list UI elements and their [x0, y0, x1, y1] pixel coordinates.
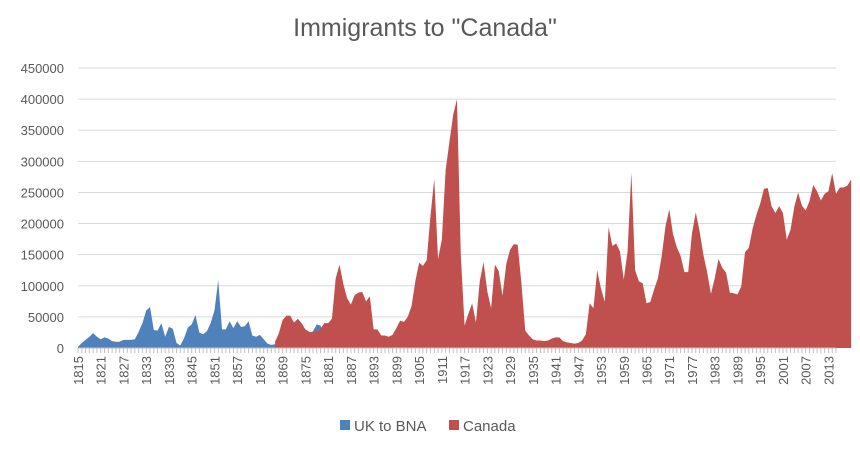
x-tick-label: 1929 [503, 356, 518, 385]
area-uk-to-bna [78, 280, 325, 348]
x-tick-label: 1839 [162, 356, 177, 385]
y-tick-label: 100000 [21, 279, 64, 294]
x-tick-label: 1893 [367, 356, 382, 385]
x-tick-label: 1851 [207, 356, 222, 385]
x-tick-label: 1869 [276, 356, 291, 385]
legend: UK to BNA Canada [340, 418, 516, 435]
x-tick-label: 1899 [389, 356, 404, 385]
x-tick-label: 1911 [435, 356, 450, 384]
legend-swatch-uk-to-bna [340, 420, 350, 430]
y-tick-label: 50000 [28, 310, 64, 325]
x-tick-label: 1845 [185, 356, 200, 385]
x-tick-label: 1965 [640, 356, 655, 385]
y-tick-label: 150000 [21, 248, 64, 263]
x-tick-label: 1935 [526, 356, 541, 385]
x-tick-label: 1881 [321, 356, 336, 385]
x-tick-label: 1977 [685, 356, 700, 385]
x-tick-label: 1905 [412, 356, 427, 385]
y-tick-label: 250000 [21, 185, 64, 200]
legend-label-canada: Canada [463, 418, 516, 435]
x-tick-label: 1971 [662, 356, 677, 385]
x-tick-label: 1959 [617, 356, 632, 385]
x-tick-label: 1875 [298, 356, 313, 385]
x-tick-label: 1995 [753, 356, 768, 385]
y-tick-label: 350000 [21, 123, 64, 138]
legend-swatch-canada [449, 420, 459, 430]
area-canada [275, 99, 852, 348]
series-areas [78, 99, 852, 348]
y-tick-label: 300000 [21, 154, 64, 169]
x-tick-label: 1953 [594, 356, 609, 385]
y-tick-label: 0 [57, 341, 64, 356]
legend-label-uk-to-bna: UK to BNA [354, 418, 427, 435]
x-tick-label: 1947 [571, 356, 586, 385]
x-tick-label: 1821 [94, 356, 109, 385]
y-tick-label: 200000 [21, 217, 64, 232]
x-tick-label: 1989 [730, 356, 745, 385]
x-tick-label: 2013 [821, 356, 836, 385]
y-tick-label: 450000 [21, 61, 64, 76]
x-tick-label: 1815 [71, 356, 86, 385]
x-tick-label: 2007 [799, 356, 814, 385]
x-tick-label: 1941 [549, 356, 564, 385]
x-tick-label: 1887 [344, 356, 359, 385]
x-tick-label: 1917 [458, 356, 473, 385]
axes: 0 50000 100000 150000 200000 250000 300000 3500… [21, 61, 837, 385]
x-tick-label: 2001 [776, 356, 791, 385]
x-tick-label: 1857 [230, 356, 245, 385]
y-tick-label: 400000 [21, 92, 64, 107]
x-tick-label: 1983 [708, 356, 723, 385]
x-tick-label: 1833 [139, 356, 154, 385]
chart-title: Immigrants to "Canada" [293, 14, 557, 42]
x-tick-label: 1923 [480, 356, 495, 385]
x-tick-label: 1827 [116, 356, 131, 385]
x-tick-label: 1863 [253, 356, 268, 385]
